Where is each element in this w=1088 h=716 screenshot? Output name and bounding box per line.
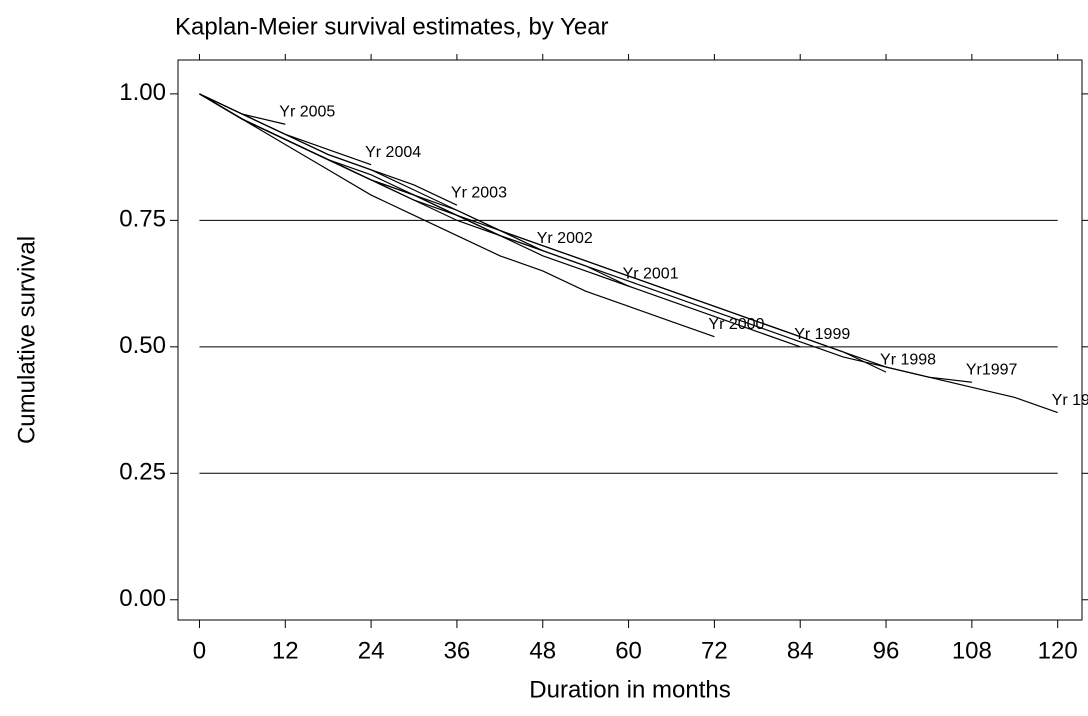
x-tick-label: 60 xyxy=(615,637,642,664)
curve-label: Yr 2005 xyxy=(279,103,335,120)
survival-curve xyxy=(199,93,286,125)
y-axis-label: Cumulative survival xyxy=(13,236,40,444)
y-tick-label: 0.25 xyxy=(119,459,166,486)
x-tick-label: 12 xyxy=(272,637,299,664)
x-tick-label: 24 xyxy=(358,637,385,664)
y-tick-label: 0.75 xyxy=(119,206,166,233)
x-tick-label: 48 xyxy=(529,637,556,664)
survival-curve xyxy=(199,93,715,338)
y-tick-label: 0.50 xyxy=(119,332,166,359)
curve-label: Yr 2002 xyxy=(537,230,593,247)
curve-label: Yr 2000 xyxy=(708,316,764,333)
x-tick-label: 120 xyxy=(1038,637,1078,664)
curve-label: Yr 2004 xyxy=(365,144,421,161)
curve-label: Yr 2001 xyxy=(623,265,679,282)
y-tick-label: 1.00 xyxy=(119,79,166,106)
curve-label: Yr 1998 xyxy=(880,351,936,368)
x-tick-label: 84 xyxy=(787,637,814,664)
plot-frame xyxy=(177,59,1083,621)
x-tick-label: 36 xyxy=(444,637,471,664)
x-tick-label: 108 xyxy=(952,637,992,664)
curve-label: Yr 1996 xyxy=(1052,392,1088,409)
x-tick-label: 0 xyxy=(193,637,206,664)
curve-label: Yr 2003 xyxy=(451,184,507,201)
x-tick-label: 96 xyxy=(873,637,900,664)
x-tick-label: 72 xyxy=(701,637,728,664)
curve-label: Yr 1999 xyxy=(794,326,850,343)
y-tick-label: 0.00 xyxy=(119,585,166,612)
survival-curve xyxy=(199,93,629,287)
x-axis-label: Duration in months xyxy=(529,676,730,703)
chart-title: Kaplan-Meier survival estimates, by Year xyxy=(175,13,609,40)
curve-label: Yr1997 xyxy=(966,361,1018,378)
